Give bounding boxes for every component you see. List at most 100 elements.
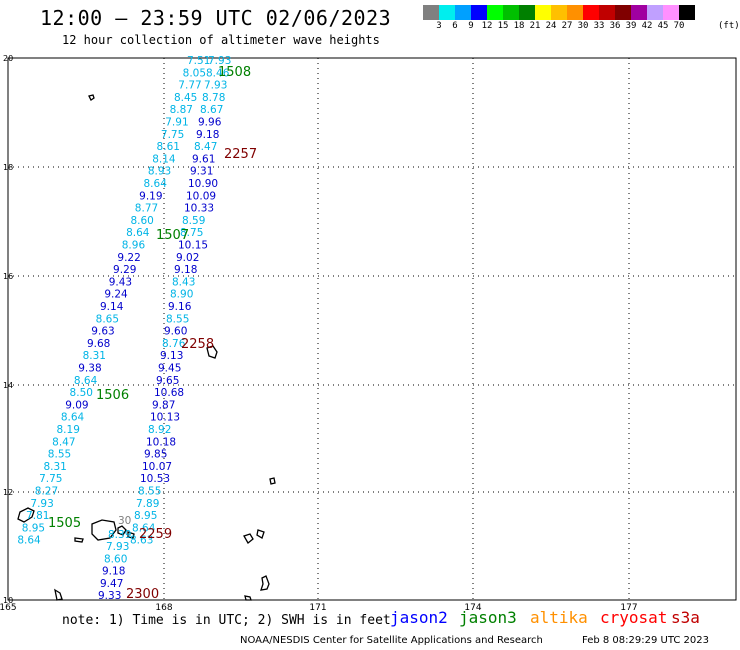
wave-height-value: 8.59 xyxy=(182,215,205,227)
wave-height-value: 9.02 xyxy=(176,252,199,264)
wave-height-value: 8.50 xyxy=(70,387,93,399)
wave-height-value: 7.93 xyxy=(208,55,231,67)
wave-height-value: 9.18 xyxy=(174,264,197,276)
wave-height-value: 9.24 xyxy=(104,289,128,301)
scale-label: 24 xyxy=(545,21,557,31)
wave-height-value: 30 xyxy=(118,515,131,527)
pass-label: 1506 xyxy=(96,388,129,403)
wave-height-value: 7.93 xyxy=(106,541,129,553)
pass-label: 2259 xyxy=(139,527,172,542)
wave-height-value: 7.75 xyxy=(161,129,184,141)
wave-height-value: 8.64 xyxy=(126,227,150,239)
scale-label: 30 xyxy=(577,21,589,31)
wave-height-value: 8.65 xyxy=(96,313,119,325)
wave-height-value: 9.22 xyxy=(117,252,140,264)
wave-height-value: 8.64 xyxy=(17,535,41,547)
scale-label: 21 xyxy=(529,21,541,31)
wave-height-value: 7.81 xyxy=(26,510,49,522)
scale-swatch xyxy=(471,5,487,20)
wave-height-value: 9.60 xyxy=(164,326,187,338)
scale-swatch xyxy=(535,5,551,20)
wave-height-value: 7.91 xyxy=(165,117,188,129)
wave-height-value: 8.46 xyxy=(206,67,230,79)
satellite-altika: altika xyxy=(530,608,588,627)
pass-label: 1507 xyxy=(156,228,189,243)
wave-height-value: 8.67 xyxy=(200,104,223,116)
wave-height-value: 10.15 xyxy=(178,240,208,252)
wave-height-value: 10.33 xyxy=(184,203,214,215)
islands xyxy=(17,94,276,601)
scale-label: 39 xyxy=(625,21,637,31)
wave-height-value: 8.61 xyxy=(157,141,180,153)
wave-height-value: 9.38 xyxy=(78,363,101,375)
pass-labels: 1508 2257 1507 2258 1506 1505 2259 2300 xyxy=(48,65,257,602)
wave-height-value: 8.60 xyxy=(130,215,153,227)
lat-label: 16 xyxy=(3,272,13,281)
scale-swatch xyxy=(599,5,615,20)
wave-height-value: 8.55 xyxy=(166,313,189,325)
island-outline xyxy=(260,575,270,591)
wave-height-value: 9.19 xyxy=(139,190,162,202)
wave-height-value: 8.14 xyxy=(152,153,176,165)
scale-label: 18 xyxy=(513,21,525,31)
map-grid xyxy=(8,58,736,600)
wave-height-value: 10.07 xyxy=(142,461,172,473)
wave-height-value: 8.64 xyxy=(61,412,85,424)
wave-height-value: 8.90 xyxy=(170,289,193,301)
wave-height-value: 8.31 xyxy=(83,350,106,362)
scale-swatch xyxy=(663,5,679,20)
wave-height-value: 9.65 xyxy=(156,375,179,387)
satellite-s3a: s3a xyxy=(671,608,700,627)
wave-height-value: 8.76 xyxy=(162,338,186,350)
wave-height-value: 10.18 xyxy=(146,436,176,448)
color-scale xyxy=(423,5,695,20)
lon-label: 171 xyxy=(309,603,326,613)
wave-height-value: 7.93 xyxy=(30,498,53,510)
wave-height-value: 8.63 xyxy=(130,535,153,547)
credit-date: Feb 8 08:29:29 UTC 2023 xyxy=(582,635,709,646)
wave-height-value: 9.31 xyxy=(190,166,213,178)
scale-swatch xyxy=(583,5,599,20)
page-subtitle: 12 hour collection of altimeter wave hei… xyxy=(62,33,380,47)
wave-height-value: 9.13 xyxy=(160,350,183,362)
island-outline xyxy=(206,345,218,359)
lat-label: 10 xyxy=(3,596,13,605)
wave-height-value: 8.45 xyxy=(174,92,197,104)
lat-label: 12 xyxy=(3,488,13,497)
pass-label: 2300 xyxy=(126,587,159,602)
wave-height-value: 10.09 xyxy=(186,190,216,202)
scale-label: 9 xyxy=(468,21,474,31)
wave-height-value: 9.61 xyxy=(192,153,215,165)
wave-height-value: 7.75 xyxy=(39,473,62,485)
wave-height-value: 8.95 xyxy=(22,522,45,534)
wave-height-value: 8.92 xyxy=(148,424,171,436)
satellite-jason3: jason3 xyxy=(459,608,517,627)
wave-height-value: 8.77 xyxy=(135,203,158,215)
pass-label: 2258 xyxy=(181,337,214,352)
island-outline xyxy=(269,477,276,485)
wave-height-value: 7.77 xyxy=(178,80,201,92)
scale-swatch xyxy=(631,5,647,20)
wave-height-value: 9.68 xyxy=(87,338,110,350)
wave-height-value: 8.60 xyxy=(104,553,127,565)
wave-height-value: 9.47 xyxy=(100,578,123,590)
wave-height-value: 8.95 xyxy=(134,510,157,522)
satellite-jason2: jason2 xyxy=(390,608,448,627)
scale-label: 15 xyxy=(497,21,509,31)
lat-label: 20 xyxy=(3,54,13,63)
wave-height-value: 8.64 xyxy=(144,178,168,190)
scale-swatch xyxy=(455,5,471,20)
island-outline xyxy=(74,537,84,543)
scale-swatch xyxy=(487,5,503,20)
map-frame xyxy=(7,57,737,601)
wave-height-value: 9.18 xyxy=(102,566,125,578)
wave-height-value: 9.18 xyxy=(196,129,219,141)
wave-height-value: 8.19 xyxy=(57,424,80,436)
scale-label: 36 xyxy=(609,21,621,31)
wave-height-value: 10.68 xyxy=(154,387,184,399)
wave-height-value: 8.55 xyxy=(138,486,161,498)
scale-swatch xyxy=(503,5,519,20)
wave-height-value: 8.96 xyxy=(122,240,146,252)
island-outline xyxy=(256,529,265,539)
footer-note: note: 1) Time is in UTC; 2) SWH is in fe… xyxy=(62,613,391,628)
